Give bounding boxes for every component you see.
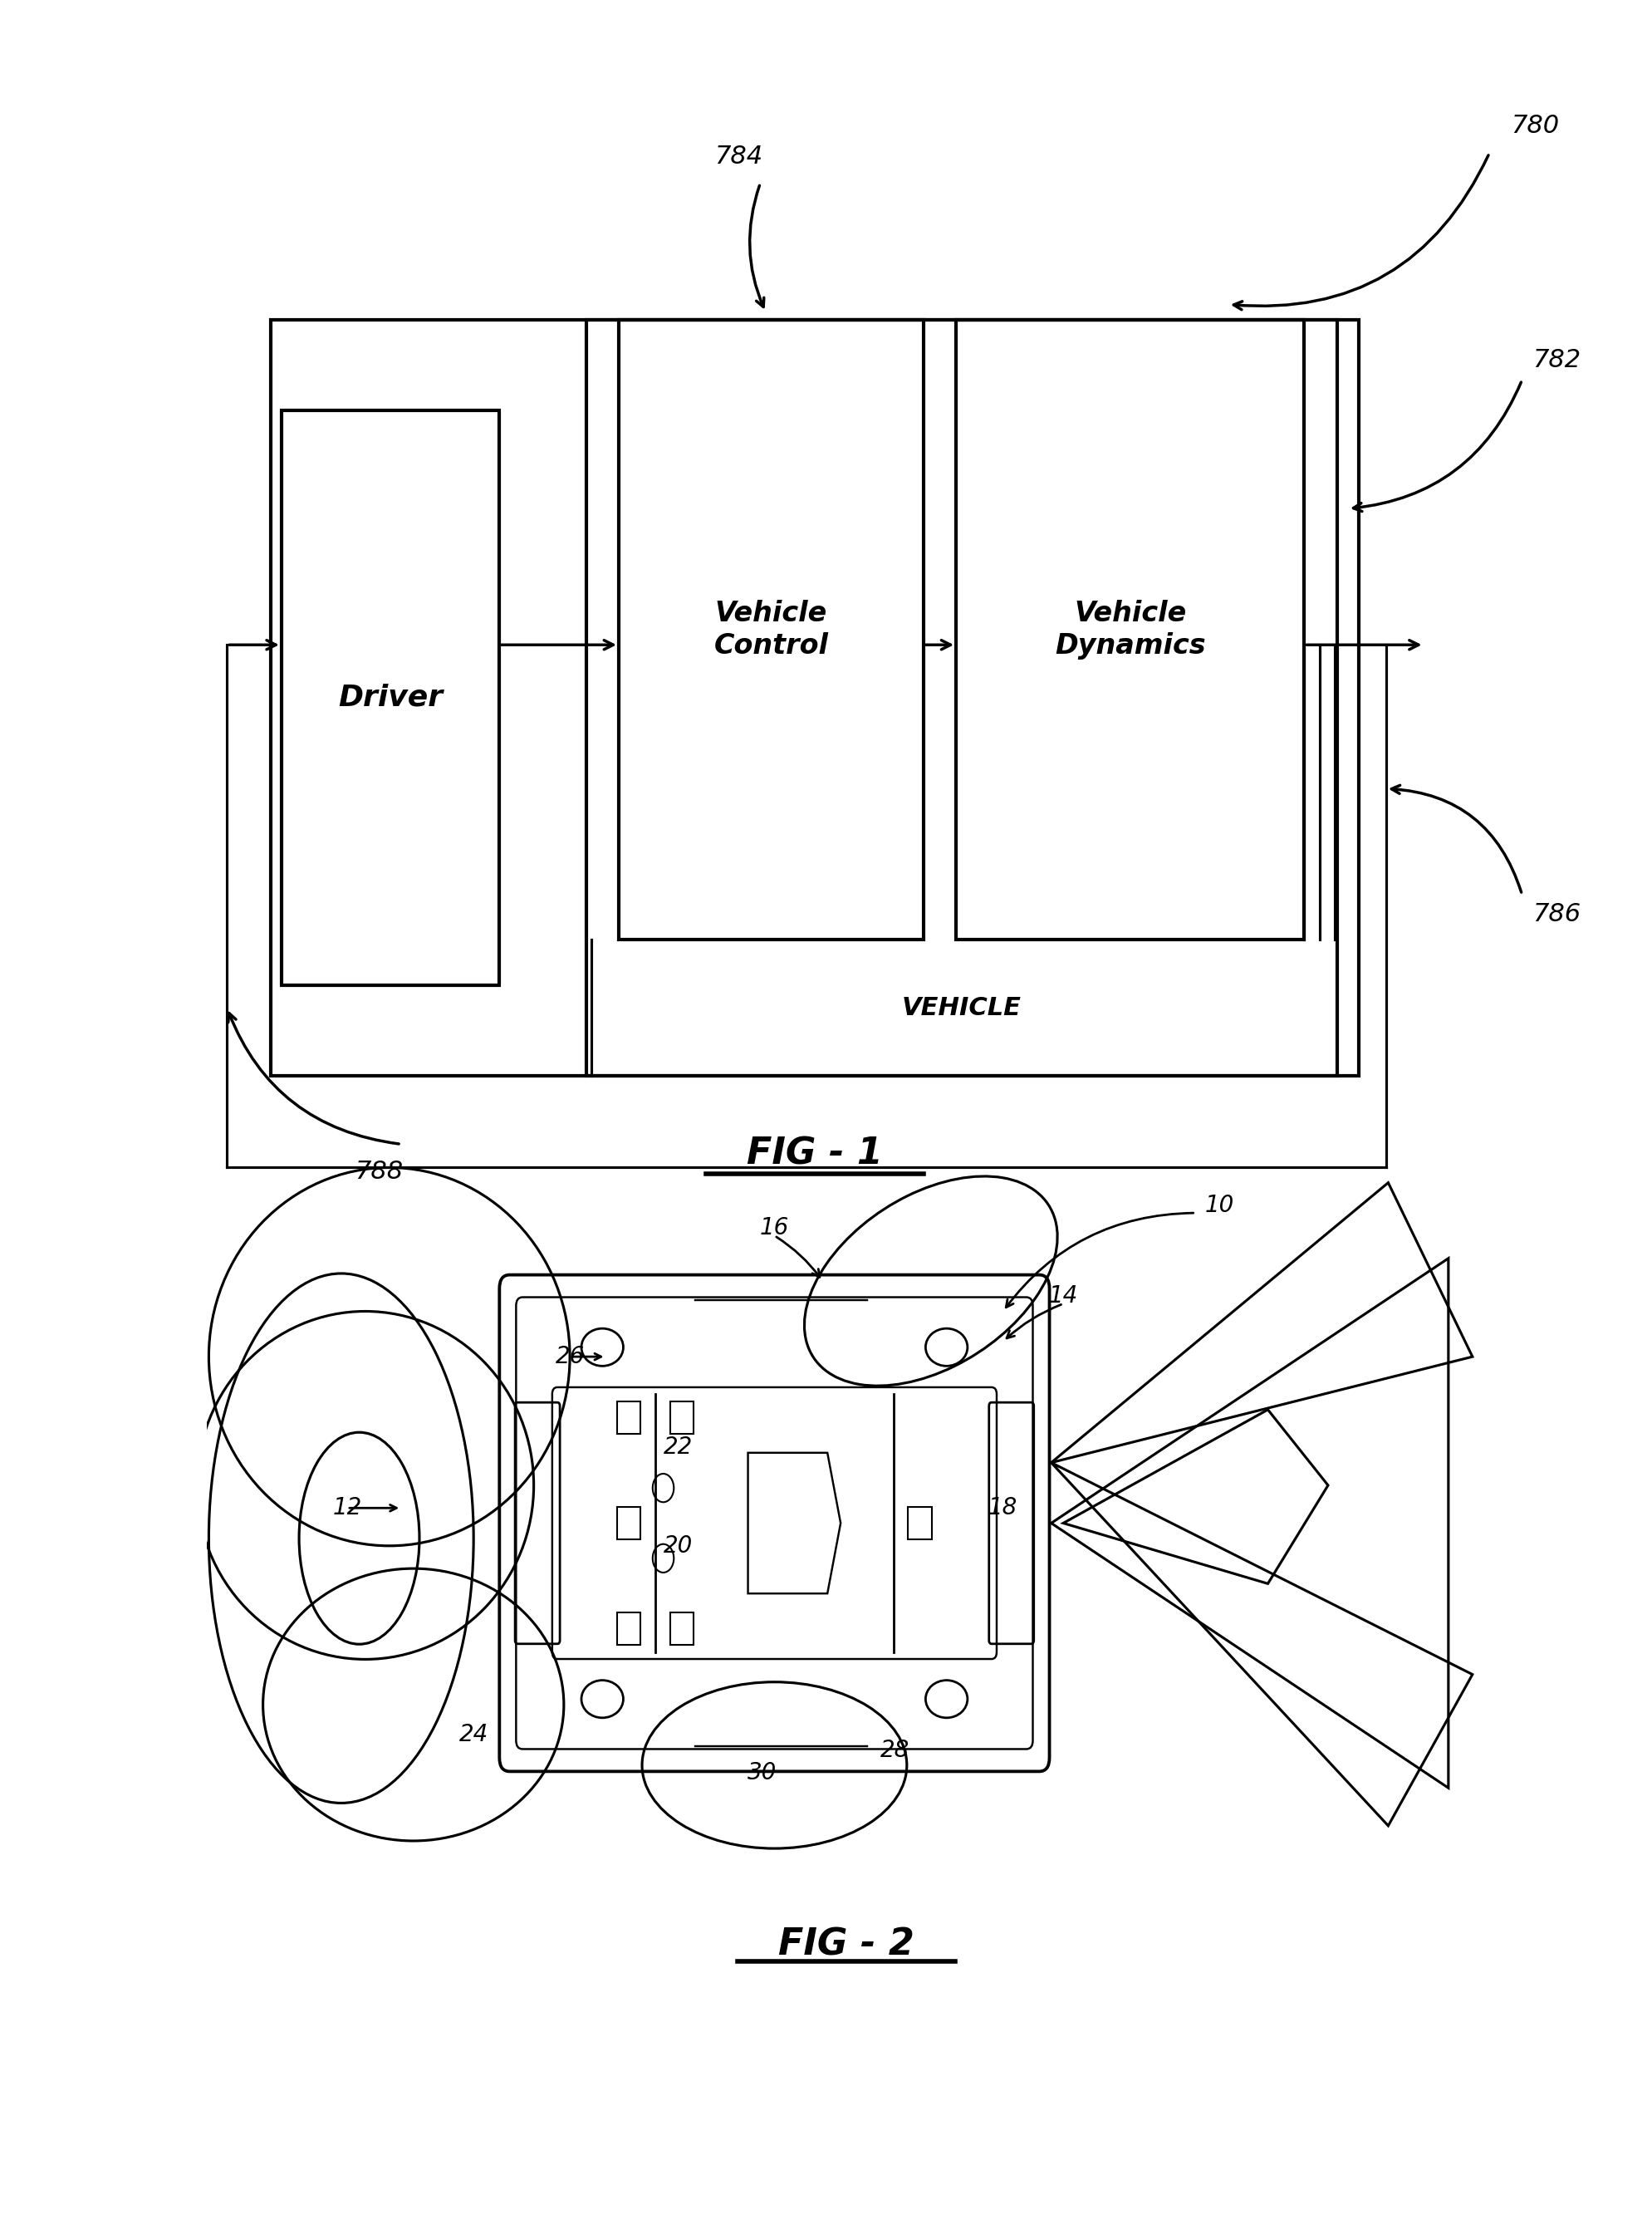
Text: FIG - 1: FIG - 1	[747, 1137, 882, 1172]
Text: FIG - 2: FIG - 2	[778, 1927, 915, 1963]
Bar	[669, 1402, 694, 1434]
Text: Vehicle
Control: Vehicle Control	[714, 601, 828, 659]
Text: 780: 780	[1512, 114, 1559, 138]
Text: 786: 786	[1533, 902, 1581, 927]
Text: 782: 782	[1533, 348, 1581, 373]
Text: Driver: Driver	[339, 683, 443, 712]
Text: VEHICLE: VEHICLE	[902, 996, 1021, 1020]
Bar	[620, 319, 923, 940]
Text: 10: 10	[1204, 1195, 1234, 1217]
Text: 20: 20	[664, 1534, 692, 1556]
Bar	[281, 411, 499, 985]
Text: 26: 26	[555, 1344, 585, 1369]
Text: 12: 12	[332, 1496, 362, 1521]
Bar	[909, 1507, 932, 1539]
Bar	[616, 1612, 641, 1646]
Bar	[957, 319, 1305, 940]
Bar	[616, 1507, 641, 1539]
Text: 784: 784	[714, 145, 763, 167]
Bar	[616, 1402, 641, 1434]
Text: 788: 788	[355, 1159, 403, 1183]
Text: 22: 22	[664, 1436, 692, 1458]
Bar	[271, 319, 1358, 1076]
Text: Vehicle
Dynamics: Vehicle Dynamics	[1056, 601, 1206, 659]
Bar	[586, 319, 1336, 1076]
Bar	[669, 1612, 694, 1646]
Text: 18: 18	[988, 1496, 1018, 1521]
Text: 24: 24	[459, 1724, 489, 1746]
Text: 16: 16	[760, 1217, 790, 1239]
Text: 14: 14	[1049, 1284, 1077, 1309]
Text: 30: 30	[748, 1762, 776, 1784]
Text: 28: 28	[881, 1740, 910, 1762]
